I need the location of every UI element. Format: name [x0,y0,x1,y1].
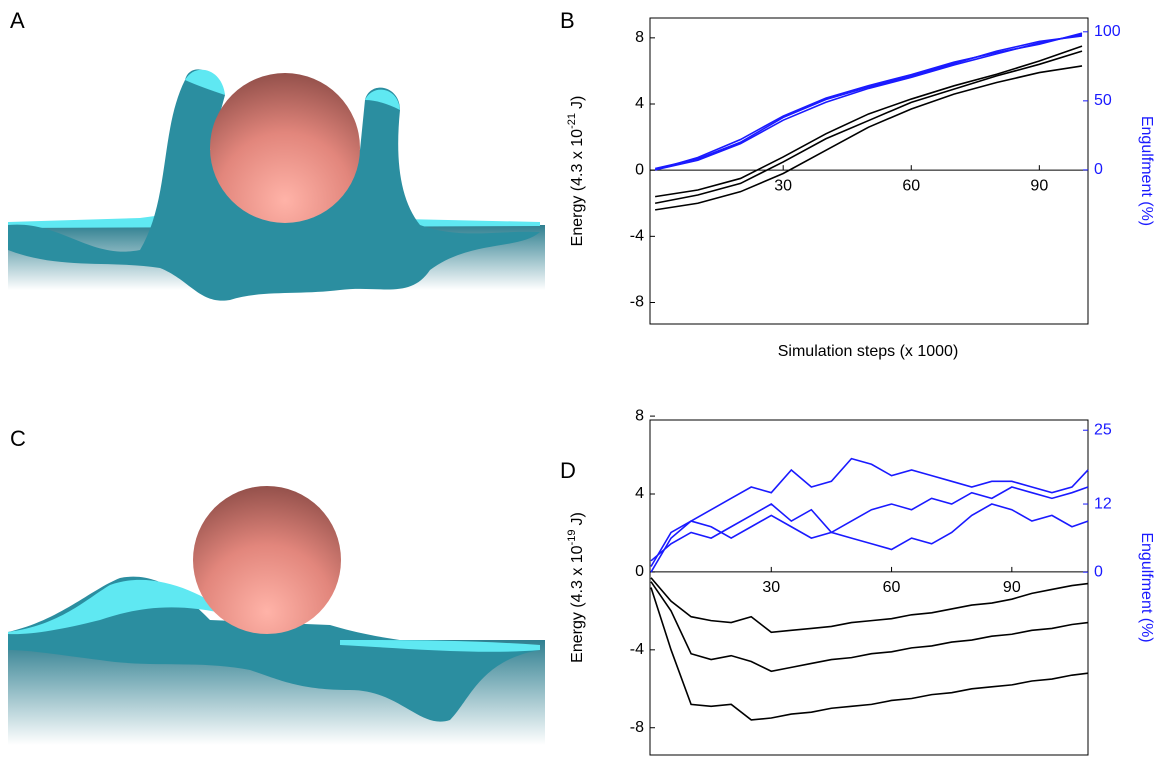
series-line [650,486,1089,573]
y-axis-label-part: Energy (4.3 x 10 [569,545,586,663]
series-line [650,503,1089,562]
series-line [655,45,1083,198]
series-line [650,587,1089,721]
y2-tick-label: 12 [1094,495,1112,512]
y-tick-label: -4 [630,228,644,245]
y-axis-label-part: J) [569,512,586,525]
y2-axis-label: Engulfment (%) [1138,532,1155,642]
y-axis-label: Energy (4.3 x 10-21 J) [566,96,586,247]
x-tick-label: 60 [883,579,901,596]
y-axis-label-part: Energy (4.3 x 10 [569,129,586,247]
panel-label: B [560,8,575,33]
y-tick-label: 0 [635,161,644,178]
rendering-c [8,486,545,745]
y2-tick-label: 25 [1094,421,1112,438]
plot-frame [649,419,1089,756]
y-tick-label: -4 [630,641,644,658]
rendering-a [8,69,545,301]
y2-tick-label: 0 [1094,161,1103,178]
x-tick-label: 60 [902,177,920,194]
y-axis-label-part: J) [569,96,586,109]
panel-label: D [560,458,576,483]
series-line [654,50,1083,205]
x-tick-label: 30 [762,579,780,596]
y2-axis-label: Engulfment (%) [1138,116,1155,226]
y-tick-label: 4 [635,95,644,112]
x-axis-label: Simulation steps (x 1000) [778,343,959,360]
y-axis-label: Energy (4.3 x 10-19 J) [566,512,586,663]
y2-tick-label: 50 [1094,92,1112,109]
y2-tick-label: 0 [1094,563,1103,580]
x-tick-label: 90 [1003,579,1021,596]
y-tick-label: 8 [635,29,644,46]
x-tick-label: 90 [1030,177,1048,194]
series-line [654,33,1083,171]
panel-label: A [10,8,25,33]
panel-label: C [10,426,26,451]
y2-tick-label: 100 [1094,23,1121,40]
y-axis-label-part: -19 [566,530,578,546]
series-line [650,581,1089,673]
y-tick-label: 8 [635,407,644,424]
series-line [654,35,1083,170]
y-tick-label: -8 [630,294,644,311]
y-tick-label: 0 [635,563,644,580]
series-line [654,32,1083,171]
x-tick-label: 30 [774,177,792,194]
y-axis-label-part: -21 [566,113,578,129]
y-tick-label: 4 [635,485,644,502]
plot-frame [649,17,1089,325]
series-line [650,457,1089,567]
series-line [650,577,1089,634]
y-tick-label: -8 [630,719,644,736]
series-line [655,65,1083,211]
